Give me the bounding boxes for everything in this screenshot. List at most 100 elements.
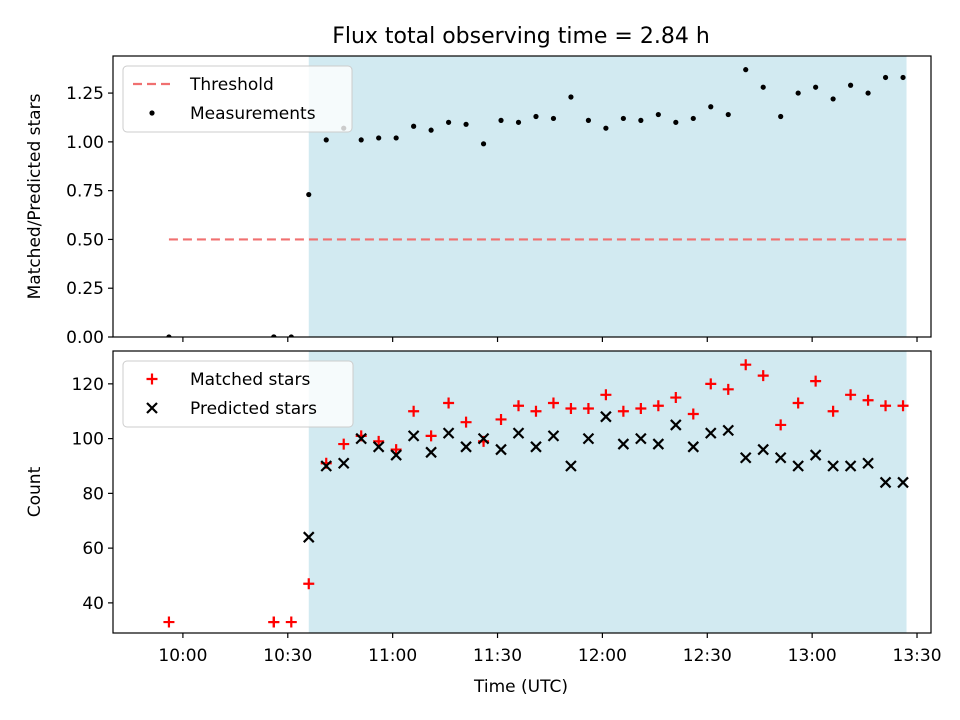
data-point (513, 400, 525, 412)
legend-marker (149, 110, 155, 116)
data-point (813, 84, 819, 90)
data-point (268, 616, 280, 628)
data-point (445, 119, 452, 125)
x-tick-label: 13:00 (788, 646, 837, 666)
data-point (690, 115, 696, 122)
data-point (722, 424, 735, 437)
data-point (757, 443, 769, 456)
data-point (460, 441, 472, 453)
data-point (603, 125, 609, 131)
observing-window (308, 56, 907, 337)
legend-marker (146, 373, 158, 385)
data-point (480, 141, 487, 147)
data-point (617, 438, 630, 450)
data-point (285, 616, 297, 628)
data-point (443, 397, 455, 409)
data-point (600, 410, 612, 423)
axes-frame (112, 55, 932, 338)
data-point (862, 394, 874, 406)
legend-label: Matched stars (190, 370, 310, 390)
data-point (897, 400, 909, 412)
data-point (827, 405, 839, 417)
data-point (390, 444, 402, 456)
data-point (372, 441, 385, 453)
legend-label: Predicted stars (190, 399, 317, 419)
data-point (743, 67, 749, 73)
legend-box (122, 65, 353, 133)
data-point (407, 430, 420, 442)
data-point (408, 405, 420, 417)
y-tick-label: 120 (72, 375, 104, 395)
data-point (323, 137, 329, 143)
x-tick-label: 11:00 (368, 646, 417, 666)
data-point (530, 441, 542, 453)
y-axis-label: Matched/Predicted stars (25, 93, 45, 299)
data-point (495, 443, 507, 456)
data-point (687, 441, 700, 453)
data-point (845, 389, 857, 401)
data-point (477, 432, 490, 445)
y-tick-label: 0.25 (66, 279, 104, 299)
data-point (670, 419, 682, 431)
data-point (810, 375, 822, 387)
data-point (739, 451, 752, 464)
data-point (533, 113, 539, 120)
x-tick-label: 12:00 (578, 646, 627, 666)
data-point (582, 402, 594, 414)
data-point (306, 191, 312, 198)
data-point (879, 476, 892, 489)
data-point (635, 402, 647, 414)
data-point (411, 123, 417, 129)
data-point (337, 457, 350, 470)
data-point (880, 400, 892, 412)
legend: Matched stars Predicted stars (122, 360, 354, 428)
data-point (725, 111, 731, 118)
data-point (617, 405, 629, 417)
y-tick-label: 0.50 (66, 230, 104, 250)
data-point (547, 430, 560, 442)
data-point (673, 119, 679, 125)
data-point (585, 117, 592, 123)
data-point (393, 135, 399, 141)
data-point (512, 427, 525, 439)
legend-item: Threshold (133, 75, 274, 95)
data-point (638, 117, 644, 123)
data-point (460, 416, 472, 428)
data-point (515, 119, 522, 125)
data-point (740, 359, 752, 371)
data-point (530, 405, 542, 417)
data-point (303, 578, 315, 590)
data-point (900, 74, 906, 81)
data-point (827, 460, 839, 472)
data-point (358, 137, 364, 143)
axes-frame (112, 350, 932, 634)
legend: Threshold Measurements (122, 65, 353, 133)
data-point (704, 427, 717, 439)
legend-item: Measurements (149, 104, 316, 124)
y-tick-label: 1.00 (66, 133, 104, 153)
data-point (847, 82, 854, 88)
data-point (550, 115, 557, 122)
chart-title: Flux total observing time = 2.84 h (332, 24, 710, 49)
x-tick-label: 10:00 (158, 646, 207, 666)
data-point (844, 460, 857, 472)
data-point (302, 531, 315, 543)
legend-item: Matched stars (146, 370, 310, 390)
plot-area (163, 359, 909, 628)
data-point (778, 113, 784, 120)
data-point (565, 460, 577, 472)
data-point (547, 397, 559, 409)
data-point (498, 117, 504, 123)
data-point (830, 96, 836, 102)
y-tick-label: 100 (72, 430, 104, 450)
x-axis-label: Time (UTC) (473, 677, 568, 697)
data-point (708, 104, 714, 110)
y-tick-label: 80 (82, 484, 104, 504)
data-point (655, 111, 661, 118)
data-point (705, 378, 717, 390)
data-point (865, 90, 871, 96)
y-axis-label: Count (25, 466, 45, 517)
data-point (428, 127, 434, 133)
y-tick-label: 40 (82, 594, 104, 614)
